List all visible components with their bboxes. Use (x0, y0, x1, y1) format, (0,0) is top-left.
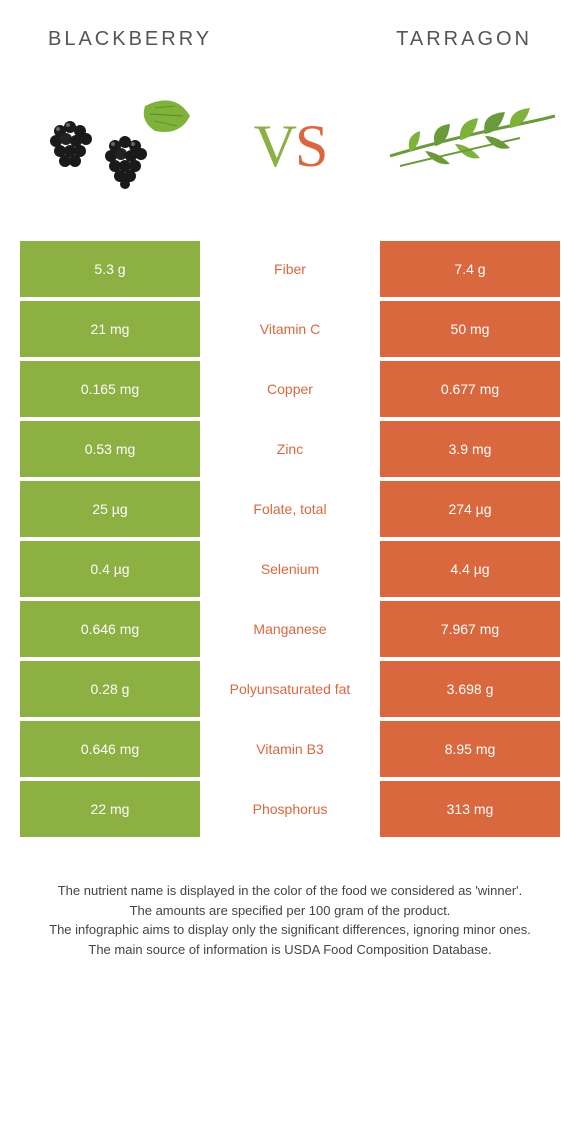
header: BLACKBERRY TARRAGON (0, 0, 580, 61)
left-value: 22 mg (20, 781, 200, 837)
table-row: 0.646 mgManganese7.967 mg (20, 601, 560, 657)
vs-label: VS (254, 112, 327, 181)
left-value: 0.646 mg (20, 721, 200, 777)
table-row: 21 mgVitamin C50 mg (20, 301, 560, 357)
right-value: 3.9 mg (380, 421, 560, 477)
tarragon-image (380, 81, 560, 211)
table-row: 22 mgPhosphorus313 mg (20, 781, 560, 837)
footnote-line: The infographic aims to display only the… (28, 920, 552, 940)
nutrient-label: Folate, total (200, 481, 380, 537)
table-row: 5.3 gFiber7.4 g (20, 241, 560, 297)
left-value: 21 mg (20, 301, 200, 357)
nutrient-label: Vitamin B3 (200, 721, 380, 777)
nutrient-label: Polyunsaturated fat (200, 661, 380, 717)
left-value: 0.646 mg (20, 601, 200, 657)
vs-row: VS (0, 61, 580, 241)
right-value: 7.4 g (380, 241, 560, 297)
comparison-table: 5.3 gFiber7.4 g21 mgVitamin C50 mg0.165 … (0, 241, 580, 837)
nutrient-label: Fiber (200, 241, 380, 297)
right-value: 3.698 g (380, 661, 560, 717)
left-value: 0.4 µg (20, 541, 200, 597)
footnote-line: The nutrient name is displayed in the co… (28, 881, 552, 901)
right-value: 50 mg (380, 301, 560, 357)
table-row: 25 µgFolate, total274 µg (20, 481, 560, 537)
right-value: 313 mg (380, 781, 560, 837)
nutrient-label: Phosphorus (200, 781, 380, 837)
blackberry-image (20, 81, 200, 211)
nutrient-label: Manganese (200, 601, 380, 657)
footnote-line: The main source of information is USDA F… (28, 940, 552, 960)
vs-s: S (295, 113, 326, 179)
nutrient-label: Copper (200, 361, 380, 417)
nutrient-label: Zinc (200, 421, 380, 477)
right-food-title: TARRAGON (396, 28, 532, 51)
right-value: 8.95 mg (380, 721, 560, 777)
footnote-line: The amounts are specified per 100 gram o… (28, 901, 552, 921)
vs-v: V (254, 113, 295, 179)
left-value: 0.53 mg (20, 421, 200, 477)
nutrient-label: Selenium (200, 541, 380, 597)
right-value: 0.677 mg (380, 361, 560, 417)
nutrient-label: Vitamin C (200, 301, 380, 357)
footnote: The nutrient name is displayed in the co… (0, 841, 580, 959)
table-row: 0.4 µgSelenium4.4 µg (20, 541, 560, 597)
right-value: 274 µg (380, 481, 560, 537)
table-row: 0.53 mgZinc3.9 mg (20, 421, 560, 477)
table-row: 0.28 gPolyunsaturated fat3.698 g (20, 661, 560, 717)
left-value: 5.3 g (20, 241, 200, 297)
left-value: 25 µg (20, 481, 200, 537)
left-value: 0.28 g (20, 661, 200, 717)
right-value: 4.4 µg (380, 541, 560, 597)
left-food-title: BLACKBERRY (48, 28, 212, 51)
table-row: 0.646 mgVitamin B38.95 mg (20, 721, 560, 777)
left-value: 0.165 mg (20, 361, 200, 417)
table-row: 0.165 mgCopper0.677 mg (20, 361, 560, 417)
right-value: 7.967 mg (380, 601, 560, 657)
